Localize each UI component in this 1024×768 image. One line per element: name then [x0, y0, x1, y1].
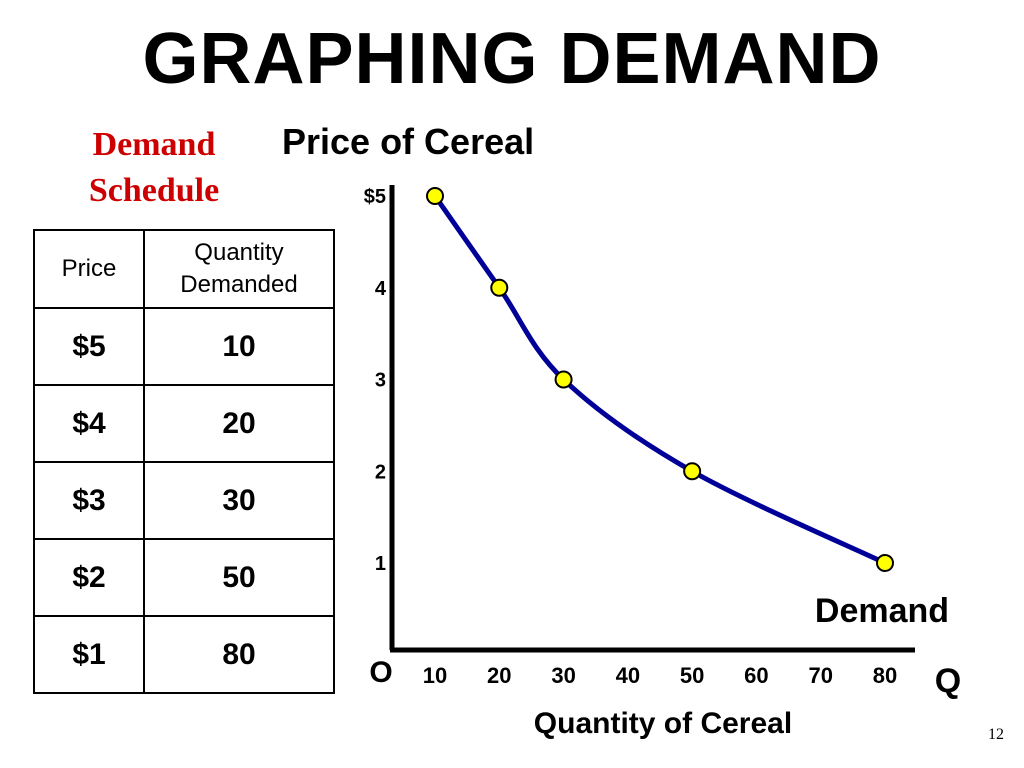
y-tick-label: $5	[364, 186, 386, 208]
quantity-cell: 80	[143, 615, 335, 694]
table-row: $1 80	[33, 615, 335, 694]
x-tick-label: 50	[680, 663, 704, 688]
schedule-title-line2: Schedule	[88, 172, 220, 209]
quantity-cell: 50	[143, 538, 335, 617]
price-cell: $5	[33, 307, 145, 386]
header-quantity: Quantity Demanded	[143, 229, 335, 309]
demand-point	[876, 554, 894, 572]
demand-point	[490, 278, 509, 297]
x-tick-label: 70	[808, 663, 832, 688]
table-row: $3 30	[33, 461, 335, 540]
slide-title: GRAPHING DEMAND	[142, 19, 882, 99]
table-row: $2 50	[33, 538, 335, 617]
series-label-demand: Demand	[815, 592, 949, 630]
table-header-row: Price Quantity Demanded	[33, 229, 335, 309]
slide-number: 12	[988, 726, 1004, 743]
price-cell: $1	[33, 615, 145, 694]
chart-title: Price of Cereal	[282, 121, 535, 162]
header-price: Price	[33, 229, 145, 309]
y-tick-label: 2	[375, 461, 386, 483]
demand-point	[554, 370, 573, 389]
x-axis-symbol: Q	[935, 662, 961, 700]
x-tick-label: 10	[423, 663, 447, 688]
x-tick-label: 80	[873, 663, 897, 688]
x-tick-label: 30	[551, 663, 575, 688]
y-tick-label: 1	[375, 553, 386, 575]
x-tick-label: 60	[744, 663, 768, 688]
demand-schedule-table: Price Quantity Demanded $5 10 $4 20 $3 3…	[33, 229, 335, 694]
y-tick-label: 4	[375, 278, 387, 300]
origin-label: O	[369, 656, 392, 689]
x-tick-label: 20	[487, 663, 511, 688]
table-row: $5 10	[33, 307, 335, 386]
x-axis-label: Quantity of Cereal	[534, 707, 792, 740]
price-cell: $4	[33, 384, 145, 463]
demand-point	[426, 187, 444, 205]
schedule-title-line1: Demand	[92, 126, 216, 163]
y-tick-label: 3	[375, 370, 386, 392]
schedule-title: Demand Schedule	[62, 122, 246, 214]
price-cell: $3	[33, 461, 145, 540]
demand-curve	[432, 194, 887, 566]
quantity-cell: 10	[143, 307, 335, 386]
x-tick-label: 40	[616, 663, 640, 688]
demand-point	[683, 462, 702, 481]
quantity-cell: 30	[143, 461, 335, 540]
quantity-cell: 20	[143, 384, 335, 463]
price-cell: $2	[33, 538, 145, 617]
table-row: $4 20	[33, 384, 335, 463]
